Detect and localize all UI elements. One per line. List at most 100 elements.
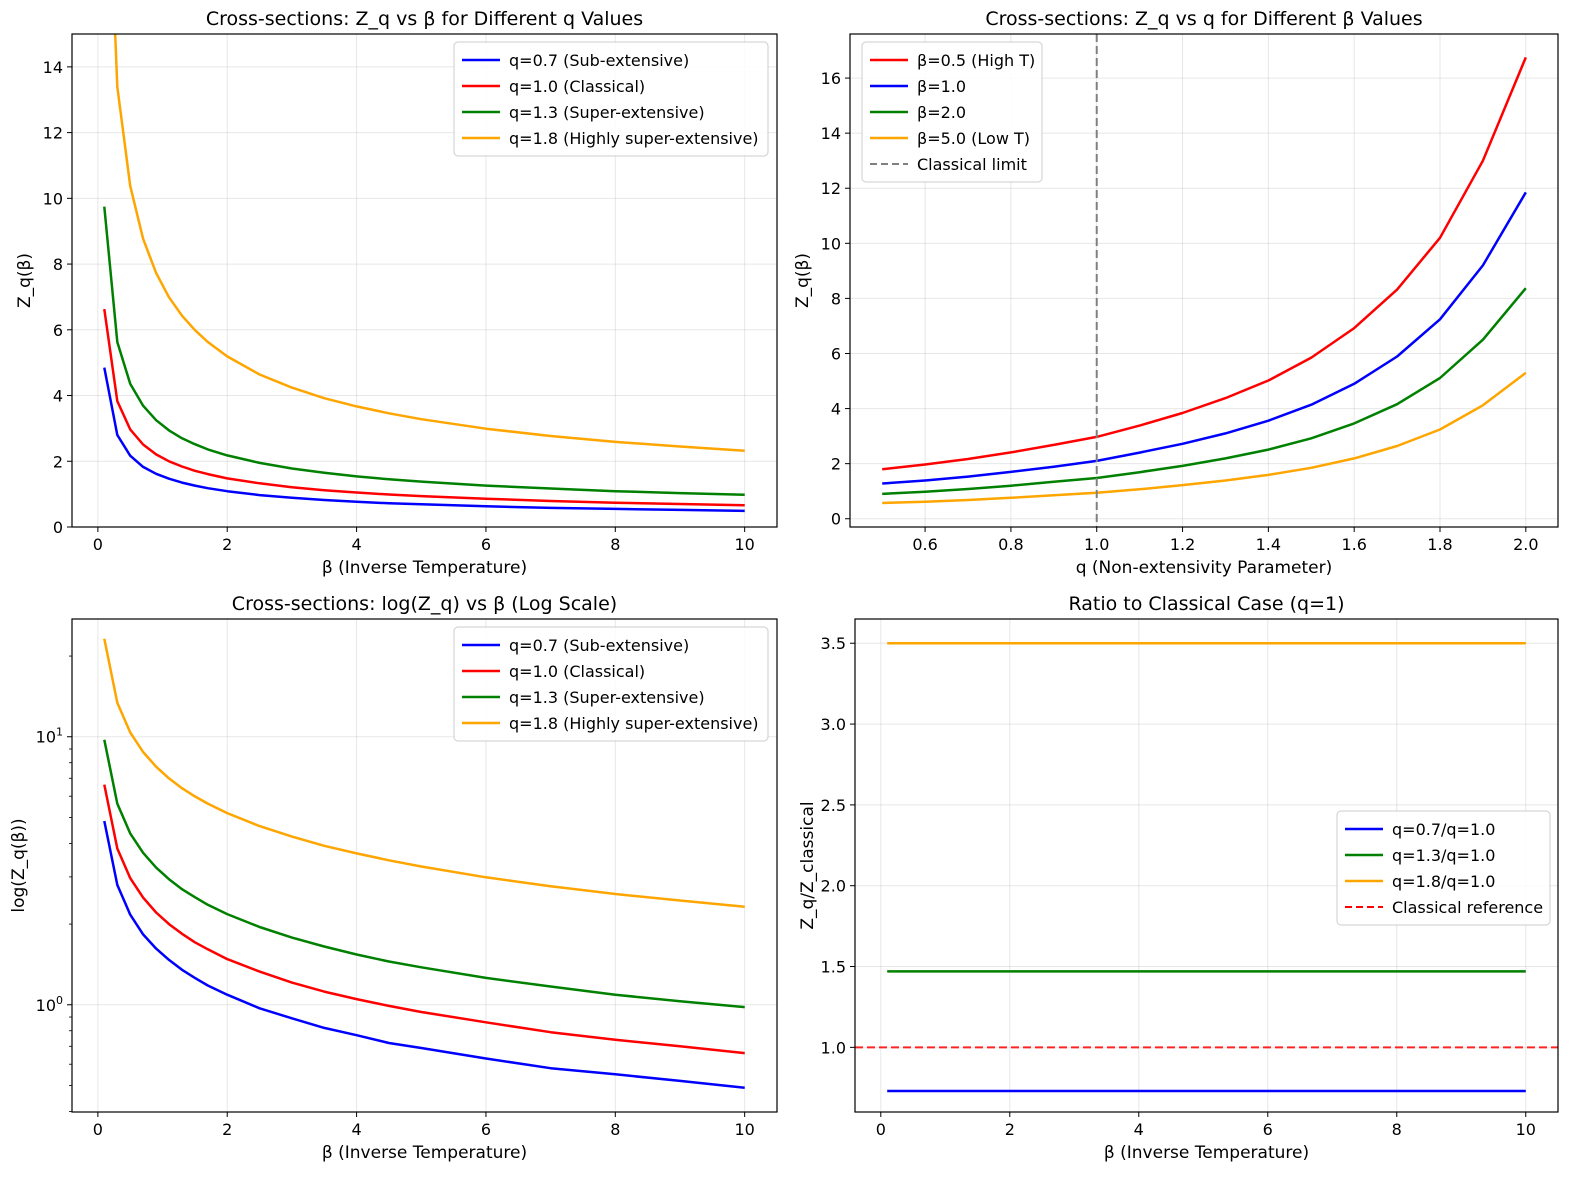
x-tick-label: 1.2: [1170, 535, 1195, 554]
legend-label: β=0.5 (High T): [917, 51, 1035, 70]
x-axis-label: β (Inverse Temperature): [1104, 1143, 1309, 1163]
y-tick-label: 16: [821, 69, 841, 88]
legend-box: [861, 41, 1043, 183]
x-tick-label: 1.4: [1256, 535, 1281, 554]
legend-box: [453, 41, 769, 157]
legend: q=0.7 (Sub-extensive) q=1.0 (Classical) q=…: [453, 626, 769, 742]
y-tick-label: 2: [831, 455, 841, 474]
legend-label: Classical limit: [917, 155, 1027, 174]
x-axis-label: q (Non-extensivity Parameter): [1076, 558, 1333, 578]
x-tick-label: 2: [1005, 1120, 1015, 1139]
x-tick-label: 10: [734, 535, 754, 554]
chart-title: Cross-sections: Z_q vs q for Different β…: [985, 8, 1422, 30]
legend: q=0.7 (Sub-extensive) q=1.0 (Classical) q=…: [453, 41, 769, 157]
x-tick-label: 2.0: [1513, 535, 1538, 554]
plot-frame: [71, 618, 778, 1113]
y-axis-label: Z_q(β): [15, 253, 35, 308]
series-line-1: [103, 784, 745, 1055]
x-tick-label: 8: [610, 1120, 620, 1139]
legend-label: β=2.0: [917, 103, 966, 122]
legend-label: q=1.3/q=1.0: [1392, 846, 1495, 865]
y-tick-label: 12: [821, 179, 841, 198]
y-axis-label: Z_q/Z_classical: [798, 801, 818, 929]
y-tick-label: 2: [53, 452, 63, 471]
legend-label: q=1.8 (Highly super-extensive): [509, 714, 759, 733]
series-line-2: [103, 739, 745, 1009]
legend-label: β=1.0: [917, 77, 966, 96]
x-tick-label: 1.0: [1084, 535, 1109, 554]
chart-panel-zq-vs-beta: 0 2 4 6 8 10 0 2 4 6 8 10 12 14 Cross-sections: Z_q vs…: [15, 8, 778, 578]
y-tick-label: 1.0: [821, 1038, 846, 1057]
legend: q=0.7/q=1.0 q=1.3/q=1.0 q=1.8/q=1.0 Classic…: [1336, 810, 1551, 926]
series-line-2: [103, 206, 745, 497]
legend-label: q=0.7 (Sub-extensive): [509, 51, 689, 70]
x-tick-label: 4: [1134, 1120, 1144, 1139]
x-tick-label: 2: [222, 1120, 232, 1139]
series-line-1: [103, 308, 745, 507]
y-tick-label: 0: [831, 510, 841, 529]
x-tick-label: 10: [734, 1120, 754, 1139]
x-tick-label: 6: [481, 535, 491, 554]
x-tick-label: 8: [610, 535, 620, 554]
x-tick-label: 0.6: [912, 535, 937, 554]
legend: β=0.5 (High T) β=1.0 β=2.0 β=5.0 (Low T) Cla…: [861, 41, 1043, 183]
y-tick-label: 4: [53, 387, 63, 406]
x-tick-label: 1.6: [1341, 535, 1366, 554]
legend-box: [453, 626, 769, 742]
y-tick-label: 6: [53, 321, 63, 340]
legend-label: q=1.8 (Highly super-extensive): [509, 129, 759, 148]
legend-label: q=1.3 (Super-extensive): [509, 103, 705, 122]
legend-label: q=0.7 (Sub-extensive): [509, 636, 689, 655]
legend-label: q=0.7/q=1.0: [1392, 820, 1495, 839]
y-tick-label: 2.0: [821, 877, 846, 896]
x-tick-label: 6: [481, 1120, 491, 1139]
series-line-3: [882, 371, 1527, 505]
x-tick-label: 2: [222, 535, 232, 554]
chart-title: Cross-sections: log(Z_q) vs β (Log Scale…: [232, 593, 617, 615]
plot-frame: [71, 33, 778, 528]
series-line-0: [103, 367, 745, 513]
plot-frame: [849, 33, 1559, 528]
y-tick-label: 10: [821, 234, 841, 253]
y-axis-label: log(Z_q(β)): [9, 818, 29, 912]
y-tick-label: 1.5: [821, 958, 846, 977]
legend-label: β=5.0 (Low T): [917, 129, 1030, 148]
y-tick-label: 12: [43, 124, 63, 143]
y-axis-label: Z_q(β): [793, 253, 813, 308]
y-tick-label: 3.5: [821, 634, 846, 653]
legend-box: [1336, 810, 1551, 926]
x-tick-label: 8: [1392, 1120, 1402, 1139]
legend-label: q=1.0 (Classical): [509, 662, 645, 681]
series-line-1: [882, 191, 1527, 485]
series-line-3: [113, 34, 745, 452]
x-tick-label: 0: [876, 1120, 886, 1139]
y-tick-label: 2.5: [821, 796, 846, 815]
x-tick-label: 6: [1263, 1120, 1273, 1139]
chart-panel-zq-vs-q: 0.6 0.8 1.0 1.2 1.4 1.6 1.8 2.0 0 2 4 6 8 10 12 14 16 Cro…: [793, 8, 1559, 578]
series-line-0: [882, 56, 1527, 471]
y-tick-label: 8: [53, 255, 63, 274]
y-tick-label: 0: [53, 518, 63, 537]
chart-title: Ratio to Classical Case (q=1): [1068, 593, 1344, 615]
series-line-0: [103, 820, 745, 1090]
x-tick-label: 4: [351, 1120, 361, 1139]
series-line-3: [103, 638, 745, 909]
legend-label: q=1.3 (Super-extensive): [509, 688, 705, 707]
x-tick-label: 0.8: [998, 535, 1023, 554]
x-tick-label: 4: [351, 535, 361, 554]
y-tick-label: 4: [831, 400, 841, 419]
y-tick-label: 10: [43, 189, 63, 208]
x-tick-label: 1.8: [1427, 535, 1452, 554]
y-tick-label: 8: [831, 289, 841, 308]
x-axis-label: β (Inverse Temperature): [322, 1143, 527, 1163]
legend-label: q=1.0 (Classical): [509, 77, 645, 96]
y-tick-label: 6: [831, 344, 841, 363]
y-tick-label: 14: [43, 58, 63, 77]
x-axis-label: β (Inverse Temperature): [322, 558, 527, 578]
legend-label: Classical reference: [1392, 898, 1543, 917]
series-line-2: [882, 287, 1527, 496]
y-tick-label: 14: [821, 124, 841, 143]
y-tick-label: 3.0: [821, 715, 846, 734]
